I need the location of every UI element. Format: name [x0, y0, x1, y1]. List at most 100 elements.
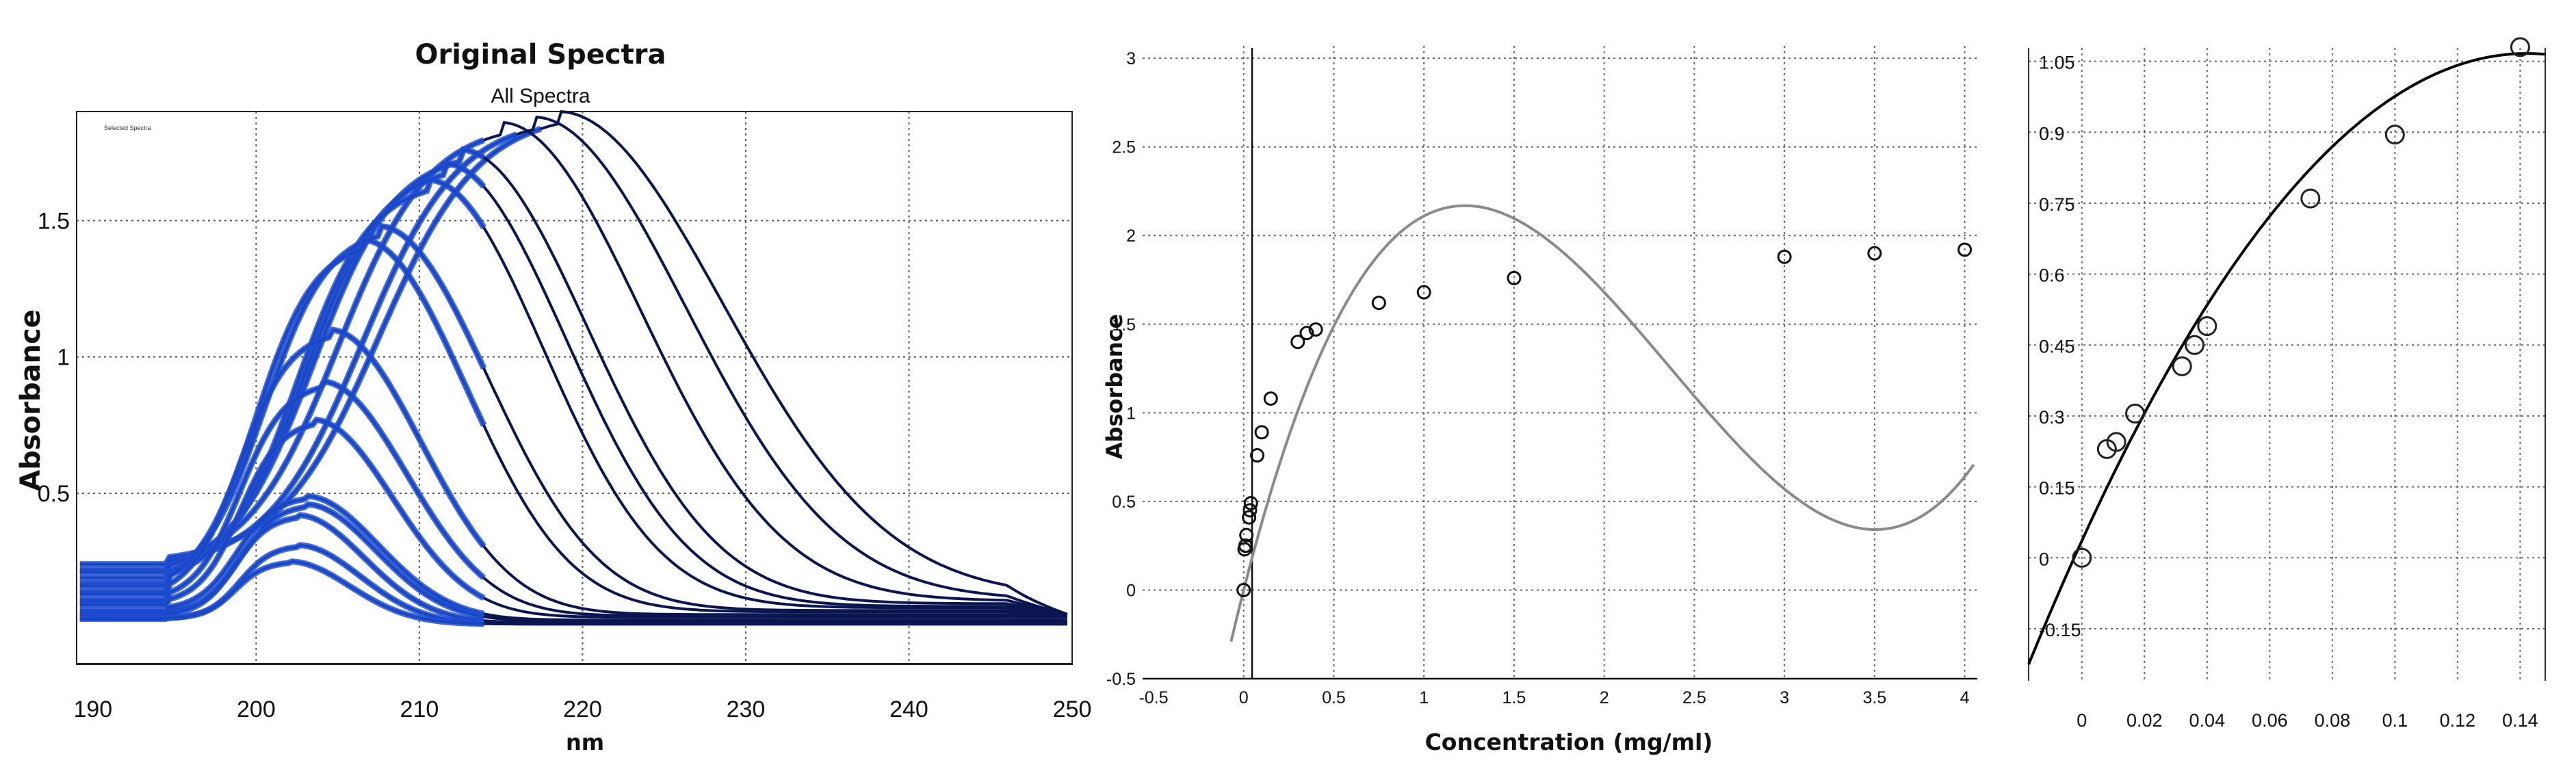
- zoom-point: [2125, 404, 2146, 424]
- concentration-point: [1239, 527, 1254, 543]
- concentration-x-tick: 1: [1419, 688, 1429, 707]
- concentration-y-tick: 0: [1126, 581, 1136, 600]
- zoom-point: [2300, 188, 2321, 209]
- spectrum-overlay-s8: [79, 236, 487, 597]
- concentration-points: [1236, 242, 1973, 597]
- spectra-plot-area: [76, 111, 1073, 665]
- zoom-x-tick: 0.12: [2440, 710, 2476, 731]
- zoom-point: [2197, 316, 2217, 337]
- zoom-x-tick: 0: [2077, 710, 2087, 731]
- zoom-plot-area: [2025, 40, 2566, 703]
- zoom-point: [2384, 125, 2405, 145]
- spectra-y-ticks: 0.5 1 1.5: [38, 208, 70, 507]
- spectra-y-tick: 0.5: [38, 481, 70, 507]
- spectra-y-axis-label: Absorbance: [15, 309, 47, 491]
- concentration-point: [1243, 503, 1258, 518]
- spectra-legend: Selected Spectra: [104, 125, 151, 131]
- spectra-x-tick: 210: [400, 696, 439, 722]
- zoom-y-tick: 0.3: [2039, 407, 2065, 428]
- concentration-y-axis-label: Absorbance: [1102, 314, 1128, 459]
- spectra-panel: Original Spectra All Spectra Selected Sp…: [15, 39, 1091, 755]
- zoom-y-tick: 0.75: [2039, 194, 2075, 215]
- concentration-point: [1290, 335, 1305, 350]
- zoom-y-ticks: -0.15 0 0.15 0.3 0.45 0.6 0.75 0.9 1.05: [2039, 53, 2081, 640]
- zoom-x-tick: 0.02: [2126, 710, 2163, 731]
- concentration-y-tick: 1.5: [1112, 315, 1136, 335]
- concentration-panel: -0.5 0 0.5 1 1.5 2 2.5 3 3.5 4 -0.500.511.522.53 …: [1102, 38, 1977, 755]
- zoom-x-tick: 0.14: [2502, 710, 2538, 731]
- concentration-x-tick: 0: [1239, 688, 1249, 707]
- concentration-y-ticks: -0.5 0 0.5 1 1.5 2 2.5 3: [1106, 49, 1136, 689]
- zoom-x-tick: 0.08: [2315, 710, 2351, 731]
- concentration-y-tick: 2.5: [1112, 138, 1136, 157]
- spectrum-overlay-s11: [79, 416, 486, 608]
- spectra-subtitle: All Spectra: [491, 85, 590, 107]
- zoom-panel: 0 0.02 0.04 0.06 0.08 0.1 0.12 0.14 -0.15 0 0.15 0…: [2025, 37, 2566, 731]
- zoom-x-tick: 0.04: [2189, 710, 2226, 731]
- zoom-point: [2172, 356, 2192, 376]
- concentration-point: [1957, 242, 1973, 257]
- spectra-title: Original Spectra: [415, 39, 666, 70]
- spectra-curves: [79, 109, 1068, 627]
- concentration-x-tick: 0.5: [1322, 688, 1346, 707]
- concentration-point: [1238, 538, 1253, 553]
- zoom-y-tick: -0.15: [2039, 620, 2081, 640]
- concentration-point: [1777, 249, 1792, 264]
- concentration-point: [1263, 391, 1278, 406]
- concentration-x-tick: 2.5: [1682, 688, 1706, 707]
- spectrum-overlay-s16: [79, 558, 484, 627]
- concentration-y-tick: 2: [1126, 226, 1136, 246]
- zoom-y-tick: 0.45: [2039, 336, 2075, 356]
- zoom-y-tick: 0.15: [2039, 478, 2075, 499]
- spectrum-overlay-s3: [79, 137, 485, 575]
- concentration-x-tick: 3: [1780, 688, 1789, 707]
- concentration-point: [1371, 296, 1386, 311]
- zoom-x-tick: 0.1: [2382, 710, 2408, 731]
- concentration-point: [1254, 425, 1269, 440]
- concentration-point: [1308, 322, 1323, 337]
- concentration-x-tick: 4: [1960, 688, 1970, 707]
- spectra-y-tick: 1.5: [38, 208, 70, 234]
- zoom-point: [2106, 432, 2126, 452]
- zoom-fit-curve: [2027, 52, 2546, 665]
- spectra-x-ticks: 190 200 210 220 230 240 250: [73, 696, 1091, 722]
- spectra-x-tick: 190: [73, 696, 112, 722]
- concentration-point: [1242, 510, 1257, 525]
- concentration-x-tick: 3.5: [1862, 688, 1886, 707]
- concentration-point: [1867, 246, 1882, 261]
- concentration-point: [1236, 582, 1251, 597]
- concentration-fit-curve: [1230, 204, 1975, 642]
- concentration-x-axis-label: Concentration (mg/ml): [1425, 729, 1713, 755]
- concentration-x-tick: -0.5: [1139, 688, 1168, 707]
- concentration-gridlines: [1143, 46, 1977, 679]
- spectra-y-tick: 1: [57, 345, 70, 371]
- concentration-point: [1249, 448, 1264, 463]
- spectra-x-tick: 230: [727, 696, 766, 722]
- concentration-x-ticks: -0.5 0 0.5 1 1.5 2 2.5 3 3.5 4: [1139, 688, 1969, 707]
- zoom-point: [2185, 335, 2205, 355]
- spectra-x-tick: 240: [889, 696, 928, 722]
- concentration-y-tick: 0.5: [1112, 493, 1136, 512]
- concentration-y-tick: 1: [1126, 404, 1136, 423]
- concentration-point: [1299, 326, 1314, 341]
- concentration-y-tick: 3: [1126, 49, 1136, 68]
- spectrum-overlay-s1: [79, 125, 543, 568]
- zoom-x-tick: 0.06: [2252, 710, 2288, 731]
- zoom-gridlines: [2029, 48, 2545, 681]
- zoom-x-ticks: 0 0.02 0.04 0.06 0.08 0.1 0.12 0.14: [2077, 710, 2538, 731]
- zoom-point: [2510, 37, 2530, 57]
- zoom-y-tick: 1.05: [2039, 53, 2075, 73]
- concentration-point: [1416, 285, 1431, 300]
- zoom-points: [2072, 37, 2530, 568]
- zoom-y-tick: 0.6: [2039, 265, 2065, 286]
- zoom-point: [2072, 547, 2092, 568]
- zoom-y-tick: 0: [2039, 549, 2049, 569]
- concentration-point: [1243, 495, 1258, 510]
- spectrum-overlay-s6: [79, 176, 486, 589]
- concentration-y-tick: -0.5: [1106, 670, 1136, 689]
- spectra-x-tick: 250: [1053, 696, 1092, 722]
- concentration-x-tick: 2: [1600, 688, 1609, 707]
- concentration-x-tick: 1.5: [1502, 688, 1526, 707]
- zoom-y-tick: 0.9: [2039, 123, 2065, 144]
